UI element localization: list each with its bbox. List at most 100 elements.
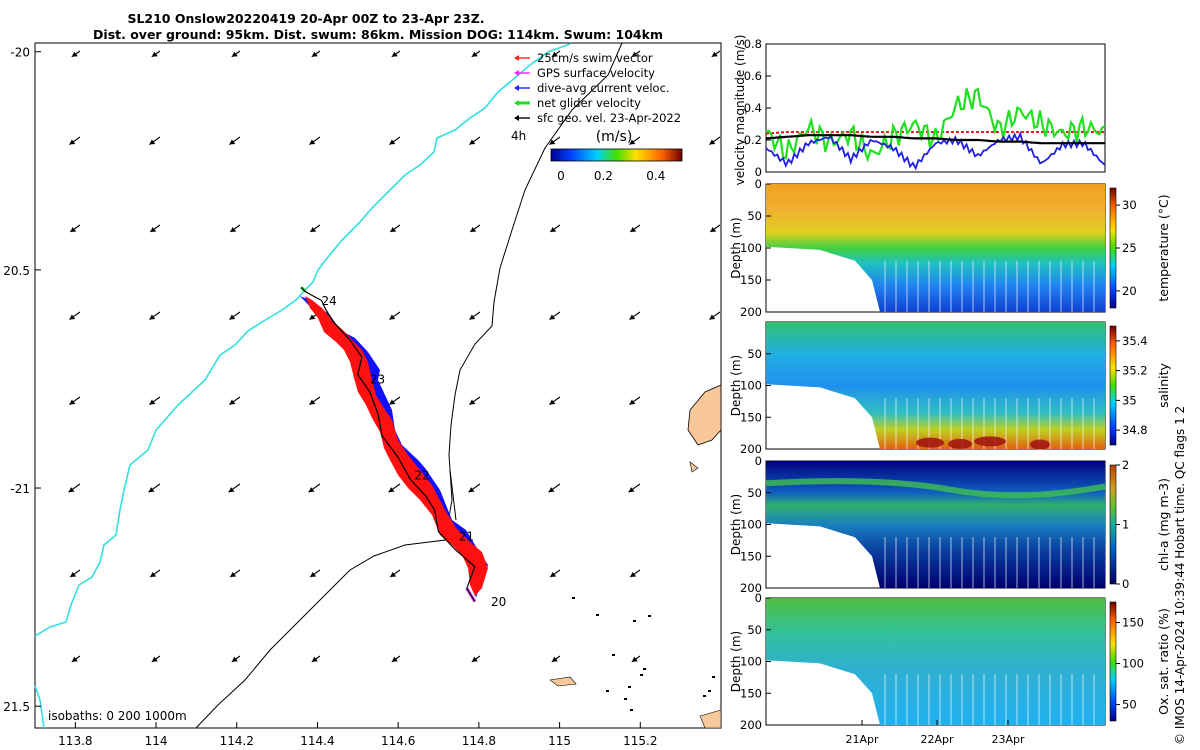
depth-tick-label: 100 xyxy=(740,241,762,255)
colorbar-tick-label: 0 xyxy=(1122,577,1129,591)
arrow-head xyxy=(468,487,475,493)
arrow-head xyxy=(150,571,157,577)
arrow-head xyxy=(548,487,555,493)
colorbar-tick-label: 100 xyxy=(1122,657,1144,671)
high-salinity-blob xyxy=(916,437,944,448)
depth-tick-label: 50 xyxy=(747,347,762,361)
depth-tick-label: 50 xyxy=(747,209,762,223)
velocity-y-label: velocity magnitude (m/s) xyxy=(733,35,747,186)
arrow-head xyxy=(469,139,476,145)
colorbar-tick-label: 0.4 xyxy=(646,169,665,183)
land-islet xyxy=(689,461,699,473)
velocity-series xyxy=(765,87,1106,171)
title-line-1: SL210 Onslow20220419 20-Apr 00Z to 23-Ap… xyxy=(127,11,484,26)
high-salinity-blob xyxy=(974,436,1006,447)
colorbar-tick-label: 0 xyxy=(557,169,565,183)
land-island xyxy=(687,384,722,446)
velocity-series-line xyxy=(765,134,1105,145)
day-label: 23 xyxy=(370,372,385,386)
map-x-tick-label: 115.2 xyxy=(623,734,657,748)
map-y-tick-label: -21 xyxy=(10,482,30,496)
island-dot xyxy=(572,597,575,599)
legend-label: net glider velocity xyxy=(537,96,641,110)
legend-label: sfc geo. vel. 23-Apr-2022 xyxy=(537,111,681,125)
arrow-head xyxy=(469,314,476,320)
depth-tick-label: 200 xyxy=(740,442,762,456)
depth-tick-label: 0 xyxy=(755,454,762,468)
arrow-head xyxy=(550,571,557,577)
colorbar-label: temperature (°C) xyxy=(1156,194,1171,301)
velocity-y-tick-label: 0 xyxy=(755,165,762,179)
isobath-line xyxy=(449,469,457,521)
profile-data-area xyxy=(766,598,1105,725)
arrow-head xyxy=(68,487,75,493)
depth-tick-label: 200 xyxy=(740,581,762,595)
island-dot xyxy=(606,690,609,692)
depth-tick-label: 0 xyxy=(755,591,762,605)
arrow-head xyxy=(630,571,637,577)
colorbar-tick-label: 50 xyxy=(1122,698,1137,712)
island-dot xyxy=(712,676,715,678)
depth-tick-label: 100 xyxy=(740,379,762,393)
velocity-y-tick-label: 0.6 xyxy=(744,69,762,83)
map-tick-labels: 113.8 114 114.2 114.4 114.6 114.8 115 115.2 -20 2… xyxy=(3,46,657,748)
arrow-head xyxy=(469,399,476,405)
colorbar-tick-label: 1 xyxy=(1122,518,1129,532)
arrow-head xyxy=(549,139,556,145)
colorbar-tick-label: 34.8 xyxy=(1122,423,1148,437)
island-dot xyxy=(640,674,643,676)
arrow-head xyxy=(308,487,315,493)
velocity-series-line xyxy=(765,87,1106,163)
map-x-tick-label: 114.4 xyxy=(300,734,334,748)
legend-label: GPS surface velocity xyxy=(537,66,655,80)
island-dot xyxy=(630,709,633,711)
arrow-head xyxy=(149,139,156,145)
arrow-head xyxy=(388,487,395,493)
arrow-head xyxy=(629,139,636,145)
land-islet xyxy=(699,709,722,729)
isobath-0m xyxy=(34,43,571,637)
arrow-head xyxy=(628,487,635,493)
velocity-y-tick-label: 0.4 xyxy=(744,101,762,115)
arrow-head xyxy=(630,226,637,232)
map-y-tick-label: 21.5 xyxy=(3,700,30,714)
legend-arrowhead xyxy=(514,55,519,61)
arrow-head xyxy=(631,656,638,662)
arrow-head xyxy=(549,399,556,405)
arrow-head xyxy=(148,487,155,493)
map-x-tick-label: 114 xyxy=(145,734,168,748)
arrow-head xyxy=(389,399,396,405)
speed-colorbar-ticks: 0 0.2 0.4 xyxy=(557,169,665,183)
panel-colorbar xyxy=(1109,325,1117,446)
depth-tick-label: 200 xyxy=(740,718,762,732)
arrow-head xyxy=(151,51,158,57)
velocity-y-tick-label: 0.2 xyxy=(744,133,762,147)
arrow-head xyxy=(71,51,78,57)
day-label: 21 xyxy=(459,529,474,543)
profile-panel: 0 50 100 150 200 Depth (m) 30 25 20 temperature (… xyxy=(729,177,1171,319)
arrow-head xyxy=(311,656,318,662)
island-dot xyxy=(708,690,711,692)
arrow-head xyxy=(150,226,157,232)
depth-axis-label: Depth (m) xyxy=(729,217,743,278)
arrow-head xyxy=(149,314,156,320)
arrow-head xyxy=(709,139,716,145)
colorbar-tick-label: 20 xyxy=(1122,284,1137,298)
map-y-tick-label: 20.5 xyxy=(3,264,30,278)
depth-axis-label: Depth (m) xyxy=(729,494,743,555)
arrow-head xyxy=(230,571,237,577)
map-x-tick-label: 114.8 xyxy=(462,734,496,748)
map-y-tick-label: -20 xyxy=(10,46,30,60)
isobaths-note: isobaths: 0 200 1000m xyxy=(48,709,187,723)
swim-vector-area xyxy=(305,296,488,596)
map-x-tick-label: 114.2 xyxy=(220,734,254,748)
arrow-head xyxy=(149,399,156,405)
island-dot xyxy=(624,698,627,700)
island-dot xyxy=(596,614,599,616)
glider-track xyxy=(300,286,476,602)
day-label: 22 xyxy=(414,468,429,482)
arrow-head xyxy=(711,51,718,57)
